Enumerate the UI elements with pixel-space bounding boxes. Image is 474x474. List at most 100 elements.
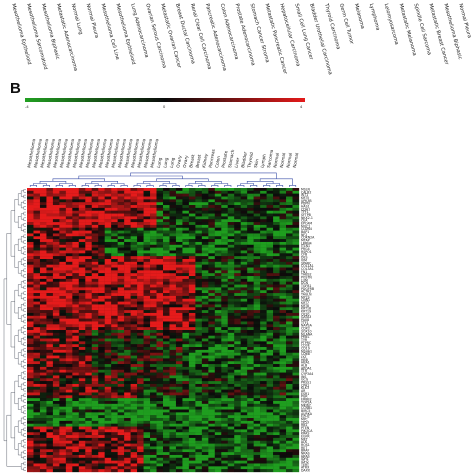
heatmap-cell — [104, 335, 112, 339]
heatmap-cell — [39, 250, 47, 254]
heatmap-cell — [188, 469, 196, 473]
heatmap-cell — [65, 437, 73, 441]
heatmap-cell — [33, 304, 41, 308]
heatmap-cell — [46, 415, 54, 419]
heatmap-cell — [33, 188, 41, 191]
heatmap-cell — [59, 281, 67, 285]
dendrogram-branch — [20, 406, 24, 413]
heatmap-cell — [78, 412, 86, 416]
heatmap-cell — [124, 307, 131, 311]
heatmap-cell — [286, 386, 293, 390]
heatmap-cell — [156, 330, 164, 333]
heatmap-cell — [65, 440, 73, 444]
heatmap-cell — [286, 358, 293, 362]
heatmap-cell — [208, 190, 215, 194]
heatmap-cell — [137, 355, 144, 359]
heatmap-cell — [188, 446, 196, 450]
heatmap-cell — [78, 244, 86, 248]
heatmap-cell — [150, 264, 157, 268]
heatmap-cell — [279, 327, 287, 331]
heatmap-cell — [27, 435, 34, 439]
heatmap-cell — [201, 298, 209, 302]
heatmap-cell — [124, 415, 131, 419]
heatmap-cell — [46, 429, 54, 433]
heatmap-cell — [52, 196, 60, 200]
heatmap-cell — [188, 369, 196, 373]
heatmap-cell — [175, 440, 183, 444]
row-label: PAX8 — [301, 318, 309, 322]
heatmap-cell — [72, 446, 79, 450]
heatmap-cell — [169, 239, 177, 243]
heatmap-cell — [201, 233, 209, 237]
heatmap-cell — [117, 233, 125, 237]
heatmap-cell — [91, 236, 99, 240]
heatmap-cell — [234, 327, 241, 331]
heatmap-cell — [33, 290, 41, 294]
heatmap-cell — [46, 369, 54, 373]
heatmap-cell — [143, 315, 151, 319]
dendrogram-branch — [23, 359, 26, 363]
heatmap-cell — [27, 270, 34, 274]
heatmap-cell — [273, 395, 280, 399]
heatmap-cell — [72, 236, 79, 240]
heatmap-cell — [117, 267, 125, 271]
heatmap-cell — [104, 202, 112, 206]
heatmap-cell — [214, 324, 222, 328]
heatmap-cell — [163, 406, 170, 410]
heatmap-cell — [130, 312, 138, 316]
heatmap-cell — [221, 409, 228, 413]
heatmap-cell — [27, 372, 34, 376]
heatmap-cell — [227, 188, 235, 191]
heatmap-cell — [169, 321, 177, 325]
heatmap-cell — [130, 318, 138, 322]
heatmap-cell — [240, 324, 248, 328]
heatmap-cell — [214, 435, 222, 439]
heatmap-cell — [78, 190, 86, 194]
heatmap-cell — [72, 224, 79, 228]
heatmap-cell — [182, 349, 190, 353]
heatmap-cell — [279, 341, 287, 345]
heatmap-cell — [266, 406, 274, 410]
heatmap-cell — [85, 426, 92, 430]
dendrogram-branch — [23, 342, 26, 346]
heatmap-cell — [85, 463, 92, 467]
heatmap-cell — [156, 276, 164, 280]
heatmap-cell — [279, 440, 287, 444]
heatmap-cell — [91, 298, 99, 302]
heatmap-cell — [208, 426, 215, 430]
heatmap-cell — [39, 188, 47, 191]
heatmap-cell — [91, 230, 99, 234]
heatmap-cell — [46, 463, 54, 467]
heatmap-cell — [124, 233, 131, 237]
row-label: COL3A1 — [301, 267, 314, 271]
heatmap-cell — [253, 460, 261, 464]
heatmap-cell — [39, 341, 47, 345]
heatmap-cell — [111, 233, 118, 237]
heatmap-cell — [27, 224, 34, 228]
heatmap-cell — [85, 392, 92, 396]
heatmap-cell — [273, 454, 280, 458]
row-label: INS — [301, 375, 306, 379]
heatmap-cell — [221, 293, 228, 297]
heatmap-cell — [59, 205, 67, 209]
heatmap-cell — [143, 205, 151, 209]
row-label: SPARC — [301, 261, 312, 265]
heatmap-cell — [137, 420, 144, 424]
column-label: Normal — [292, 152, 300, 168]
heatmap-cell — [260, 312, 267, 316]
heatmap-cell — [247, 304, 254, 308]
heatmap-cell — [279, 253, 287, 257]
heatmap-cell — [124, 253, 131, 257]
heatmap-cell — [182, 358, 190, 362]
heatmap-cell — [124, 381, 131, 385]
heatmap-cell — [104, 230, 112, 234]
heatmap-cell — [188, 239, 196, 243]
heatmap-cell — [52, 361, 60, 365]
heatmap-cell — [124, 378, 131, 382]
heatmap-cell — [234, 290, 241, 294]
heatmap-cell — [227, 372, 235, 376]
heatmap-cell — [188, 381, 196, 385]
heatmap-cell — [266, 358, 274, 362]
heatmap-cell — [214, 244, 222, 248]
heatmap-cell — [214, 443, 222, 447]
